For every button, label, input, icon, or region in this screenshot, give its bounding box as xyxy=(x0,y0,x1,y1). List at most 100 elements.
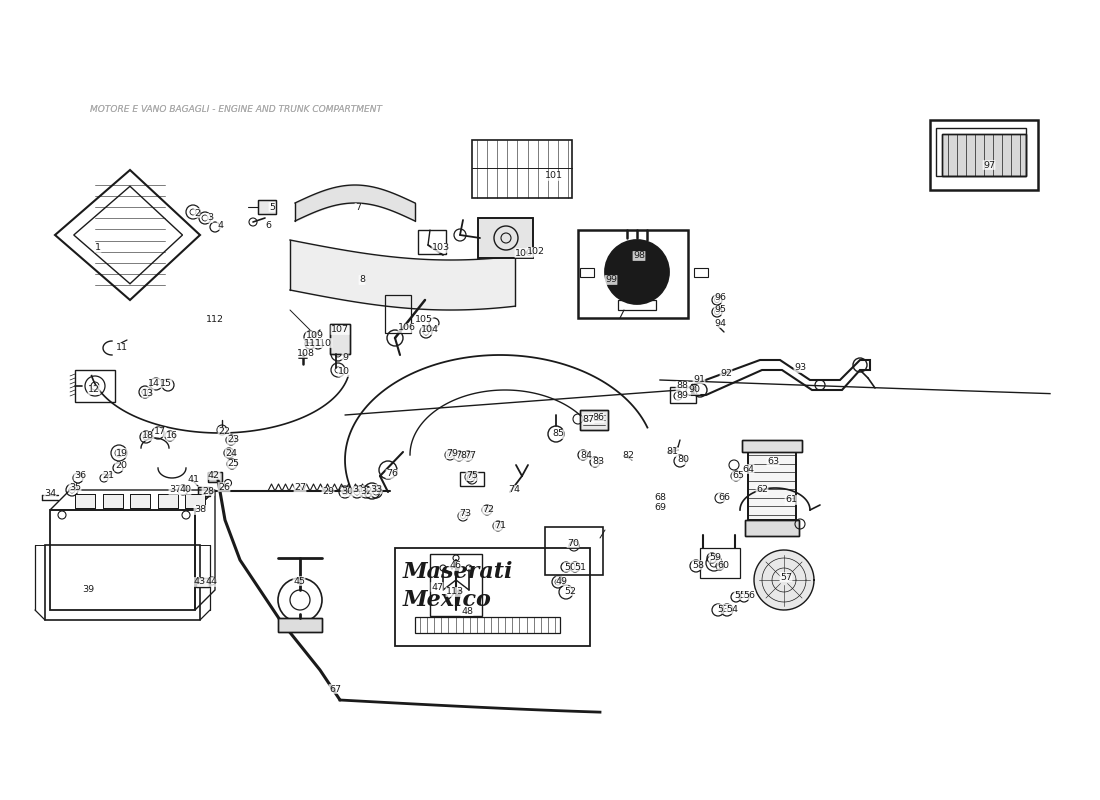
Text: 8: 8 xyxy=(359,275,365,285)
Text: 73: 73 xyxy=(459,510,471,518)
Bar xyxy=(745,520,799,536)
Text: 15: 15 xyxy=(160,378,172,387)
Bar xyxy=(185,494,205,508)
Bar xyxy=(198,487,210,496)
Text: 94: 94 xyxy=(714,318,726,327)
Text: 50: 50 xyxy=(564,562,576,571)
Text: 68: 68 xyxy=(654,493,666,502)
Text: 103: 103 xyxy=(432,243,450,253)
Bar xyxy=(580,268,594,277)
Text: 109: 109 xyxy=(306,331,324,341)
Text: 82: 82 xyxy=(621,450,634,459)
Text: 3: 3 xyxy=(207,214,213,222)
Text: 113: 113 xyxy=(446,587,464,597)
Bar xyxy=(102,494,122,508)
Bar xyxy=(50,510,195,610)
Text: 55: 55 xyxy=(734,590,746,599)
Text: 11: 11 xyxy=(116,343,128,353)
Text: 53: 53 xyxy=(717,605,729,614)
Bar xyxy=(130,494,150,508)
Text: 25: 25 xyxy=(227,459,239,469)
Text: 79: 79 xyxy=(446,450,458,458)
Text: 108: 108 xyxy=(297,349,315,358)
Text: 51: 51 xyxy=(574,562,586,571)
Text: 78: 78 xyxy=(455,451,468,461)
Bar xyxy=(130,494,150,508)
Text: 20: 20 xyxy=(116,462,127,470)
Text: 101: 101 xyxy=(544,171,563,181)
Text: 52: 52 xyxy=(564,586,576,595)
Text: 2: 2 xyxy=(194,209,200,218)
Text: 31: 31 xyxy=(352,486,364,494)
Text: 10: 10 xyxy=(338,367,350,377)
Bar xyxy=(430,554,482,616)
Text: 106: 106 xyxy=(398,323,416,333)
Text: 77: 77 xyxy=(464,451,476,461)
Text: 95: 95 xyxy=(714,306,726,314)
Text: 61: 61 xyxy=(785,495,798,505)
Text: 58: 58 xyxy=(692,561,704,570)
Text: 92: 92 xyxy=(720,370,732,378)
Text: 46: 46 xyxy=(449,562,461,570)
Text: 12: 12 xyxy=(88,386,100,394)
Bar xyxy=(472,140,572,198)
Text: 91: 91 xyxy=(693,374,705,383)
Text: 39: 39 xyxy=(81,586,95,594)
Text: 89: 89 xyxy=(676,391,688,401)
Bar xyxy=(157,494,177,508)
Bar xyxy=(742,440,802,452)
Bar xyxy=(942,134,1026,176)
Text: 27: 27 xyxy=(294,483,306,493)
Text: 64: 64 xyxy=(742,465,754,474)
Text: 30: 30 xyxy=(341,487,353,497)
Text: 47: 47 xyxy=(431,582,443,591)
Text: 87: 87 xyxy=(582,414,594,423)
Text: 18: 18 xyxy=(142,431,154,441)
Text: 1: 1 xyxy=(95,243,101,253)
Text: 84: 84 xyxy=(580,450,592,459)
Text: 40: 40 xyxy=(179,486,191,494)
Text: 66: 66 xyxy=(718,493,730,502)
Bar xyxy=(478,218,534,258)
Bar xyxy=(544,527,603,575)
Text: 93: 93 xyxy=(794,363,806,373)
Text: 70: 70 xyxy=(566,538,579,547)
Bar xyxy=(385,295,411,333)
Text: 83: 83 xyxy=(592,458,604,466)
Text: 102: 102 xyxy=(527,247,544,257)
Bar xyxy=(278,618,322,632)
Text: 35: 35 xyxy=(69,483,81,493)
Text: 98: 98 xyxy=(632,251,645,261)
Text: 90: 90 xyxy=(688,386,700,394)
Text: 62: 62 xyxy=(756,486,768,494)
Text: 57: 57 xyxy=(780,573,792,582)
Text: 100: 100 xyxy=(515,249,534,258)
Bar xyxy=(75,494,95,508)
Bar xyxy=(208,472,222,482)
Bar xyxy=(930,120,1038,190)
Text: MOTORE E VANO BAGAGLI - ENGINE AND TRUNK COMPARTMENT: MOTORE E VANO BAGAGLI - ENGINE AND TRUNK… xyxy=(90,106,382,114)
Bar xyxy=(580,410,608,430)
Text: 37: 37 xyxy=(169,486,182,494)
Text: 48: 48 xyxy=(461,606,473,615)
Text: 72: 72 xyxy=(482,506,494,514)
Text: 4: 4 xyxy=(217,221,223,230)
Bar xyxy=(460,472,484,486)
Bar xyxy=(157,494,177,508)
Bar xyxy=(694,268,708,277)
Text: 96: 96 xyxy=(714,294,726,302)
Text: 21: 21 xyxy=(102,471,114,481)
Circle shape xyxy=(605,240,669,304)
Text: 81: 81 xyxy=(666,447,678,457)
Bar xyxy=(418,230,446,254)
Text: 29: 29 xyxy=(322,487,334,497)
Bar xyxy=(45,545,200,620)
Bar xyxy=(330,324,350,354)
Text: 104: 104 xyxy=(421,326,439,334)
Text: 69: 69 xyxy=(654,503,666,513)
Text: 97: 97 xyxy=(983,161,996,170)
Text: 86: 86 xyxy=(592,414,604,422)
Text: 44: 44 xyxy=(206,578,218,586)
Text: 14: 14 xyxy=(148,378,159,387)
Bar xyxy=(278,618,322,632)
